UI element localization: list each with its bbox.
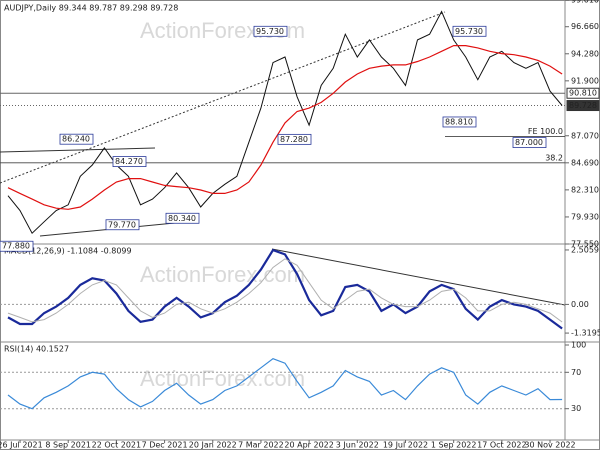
x-tick-label: 20 Apr 2022: [284, 441, 333, 450]
price-tag-label: 90.810: [569, 89, 597, 98]
annotation-box: [512, 137, 547, 148]
price-tag-label: 89.728: [569, 101, 597, 110]
x-tick-label: 22 Oct 2021: [92, 441, 141, 450]
annotation-label: 84.270: [115, 157, 143, 166]
price-tag: [566, 87, 600, 99]
y-tick-label: 79.930: [571, 212, 599, 221]
y-tick-label: 94.280: [571, 49, 599, 58]
annotation-box: [452, 25, 487, 37]
annotation-label: 80.340: [168, 214, 196, 223]
y-tick-label: 30: [571, 404, 581, 413]
price-tag: [566, 100, 600, 112]
y-tick-label: 100: [571, 341, 586, 350]
series-line: [7, 258, 563, 323]
y-tick-label: 96.660: [571, 22, 599, 31]
annotation-label: 87.000: [515, 138, 543, 147]
rsi-title: RSI(14) 40.1527: [4, 345, 69, 354]
x-tick-label: 20 Jan 2022: [189, 441, 237, 450]
annotation-box: [112, 156, 147, 167]
series-line: [7, 10, 563, 235]
level-label: 38.2: [545, 153, 563, 162]
x-tick-label: 3 Jun 2022: [336, 441, 379, 450]
x-tick-label: 7 Mar 2022: [238, 441, 284, 450]
y-tick-label: 2.5059: [571, 245, 599, 254]
annotation-box: [165, 212, 200, 224]
watermarks: ActionForex.com ActionForex.com ActionFo…: [140, 18, 305, 391]
watermark: ActionForex.com: [140, 366, 305, 391]
y-tick-label: 87.070: [571, 131, 599, 140]
annotation-label: 95.730: [455, 27, 483, 36]
chart-title: AUDJPY,Daily 89.344 89.787 89.298 89.728: [4, 4, 178, 13]
level-label: FE 100.0: [528, 127, 563, 136]
x-tick-label: 19 Jul 2022: [383, 441, 428, 450]
annotation-label: 88.810: [445, 117, 473, 126]
annotation-label: 79.770: [108, 220, 136, 229]
series-line: [7, 248, 563, 330]
y-tick-label: 91.900: [571, 76, 599, 85]
annotation-label: 77.880: [2, 242, 30, 251]
y-tick-label: -1.3195: [571, 329, 600, 338]
x-tick-label: 17 Oct 2022: [477, 441, 526, 450]
x-tick-label: 30 Nov 2022: [524, 441, 575, 450]
y-tick-label: 77.550: [571, 240, 599, 249]
macd-title: MACD(12,26,9) -1.1084 -0.8099: [4, 247, 132, 256]
annotation-label: 95.730: [256, 27, 284, 36]
series-line: [7, 44, 563, 210]
trend-line: [271, 248, 566, 306]
y-tick-label: 82.310: [571, 185, 599, 194]
annotation-box: [0, 240, 34, 252]
annotation-label: 87.280: [280, 135, 308, 144]
trend-line: [0, 11, 446, 184]
trend-line: [0, 147, 156, 153]
y-tick-label: 84.690: [571, 158, 599, 167]
x-tick-label: 7 Dec 2021: [142, 441, 188, 450]
annotation-label: 86.240: [62, 135, 90, 144]
x-tick-label: 1 Sep 2022: [431, 441, 477, 450]
series-line: [7, 358, 563, 410]
y-tick-label: 70: [571, 368, 581, 377]
annotation-box: [253, 25, 288, 37]
x-tick-label: 26 Jul 2021: [0, 441, 43, 450]
watermark: ActionForex.com: [140, 262, 305, 287]
annotation-box: [277, 133, 312, 145]
annotation-box: [105, 219, 140, 231]
annotation-box: [442, 116, 477, 128]
x-tick-label: 8 Sep 2021: [45, 441, 91, 450]
annotation-box: [59, 133, 94, 145]
y-tick-label: 0.00: [571, 300, 589, 309]
y-tick-label: 99.010: [571, 0, 599, 5]
